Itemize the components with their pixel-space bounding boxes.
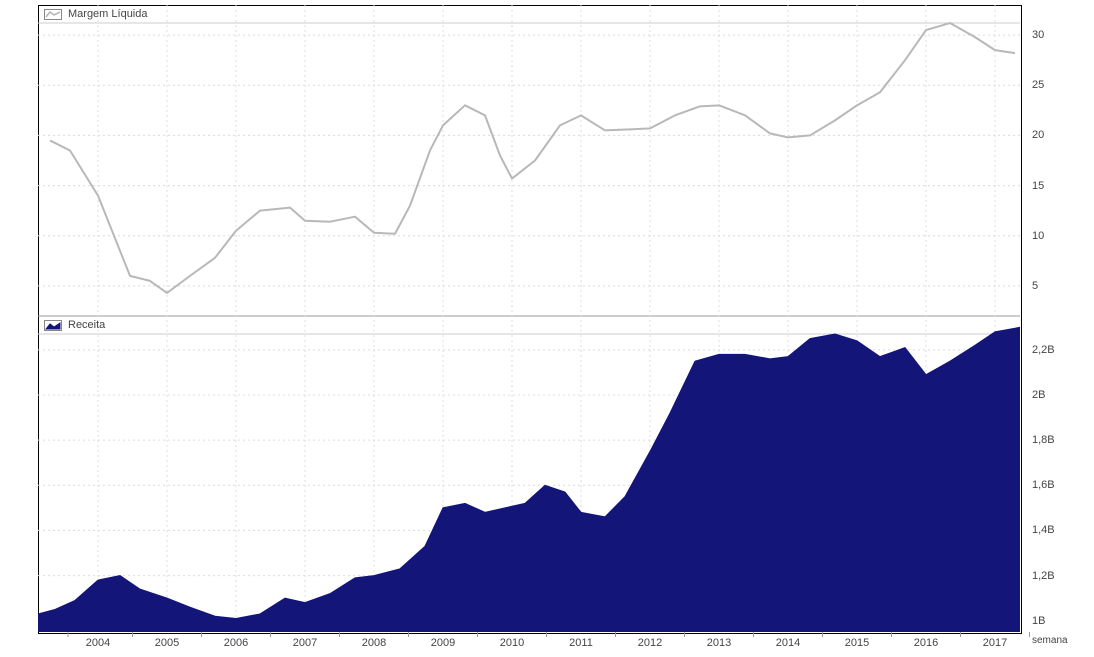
ytick-top: 15 xyxy=(1032,180,1044,192)
ytick-top: 25 xyxy=(1032,79,1044,91)
chart-container: 5 10 15 20 25 30 1B 1,2B 1,4B 1,6B 1,8B 2B 2,2B 2004 2… xyxy=(0,0,1094,657)
xtick-label: 2006 xyxy=(224,637,248,649)
ytick-bottom: 1,4B xyxy=(1032,524,1055,536)
xtick-label: 2008 xyxy=(362,637,386,649)
ytick-top: 10 xyxy=(1032,230,1044,242)
xtick-label: 2017 xyxy=(983,637,1007,649)
xtick-label: 2015 xyxy=(845,637,869,649)
ytick-top: 20 xyxy=(1032,129,1044,141)
ytick-bottom: 2B xyxy=(1032,389,1045,401)
xtick-label: 2011 xyxy=(569,637,593,649)
legend-label-top: Margem Líquida xyxy=(68,8,148,20)
legend-label-bottom: Receita xyxy=(68,319,105,331)
xtick-label: 2005 xyxy=(155,637,179,649)
xtick-label: 2010 xyxy=(500,637,524,649)
legend-swatch-top xyxy=(44,9,62,20)
series-margem-liquida xyxy=(50,23,1015,293)
chart-svg xyxy=(0,0,1094,657)
xtick-label: 2009 xyxy=(431,637,455,649)
legend-top: Margem Líquida xyxy=(44,8,148,20)
xtick-label: 2014 xyxy=(776,637,800,649)
xtick-label: 2007 xyxy=(293,637,317,649)
legend-bottom: Receita xyxy=(44,319,105,331)
ytick-top: 30 xyxy=(1032,29,1044,41)
xtick-label: 2004 xyxy=(86,637,110,649)
x-axis-title: semana xyxy=(1032,635,1068,646)
ytick-bottom: 1,6B xyxy=(1032,479,1055,491)
ytick-bottom: 2,2B xyxy=(1032,344,1055,356)
xtick-label: 2012 xyxy=(638,637,662,649)
ytick-bottom: 1B xyxy=(1032,615,1045,627)
legend-swatch-bottom xyxy=(44,320,62,331)
xtick-label: 2013 xyxy=(707,637,731,649)
series-receita-area xyxy=(38,327,1020,632)
ytick-bottom: 1,2B xyxy=(1032,570,1055,582)
ytick-bottom: 1,8B xyxy=(1032,434,1055,446)
ytick-top: 5 xyxy=(1032,280,1038,292)
xtick-label: 2016 xyxy=(914,637,938,649)
